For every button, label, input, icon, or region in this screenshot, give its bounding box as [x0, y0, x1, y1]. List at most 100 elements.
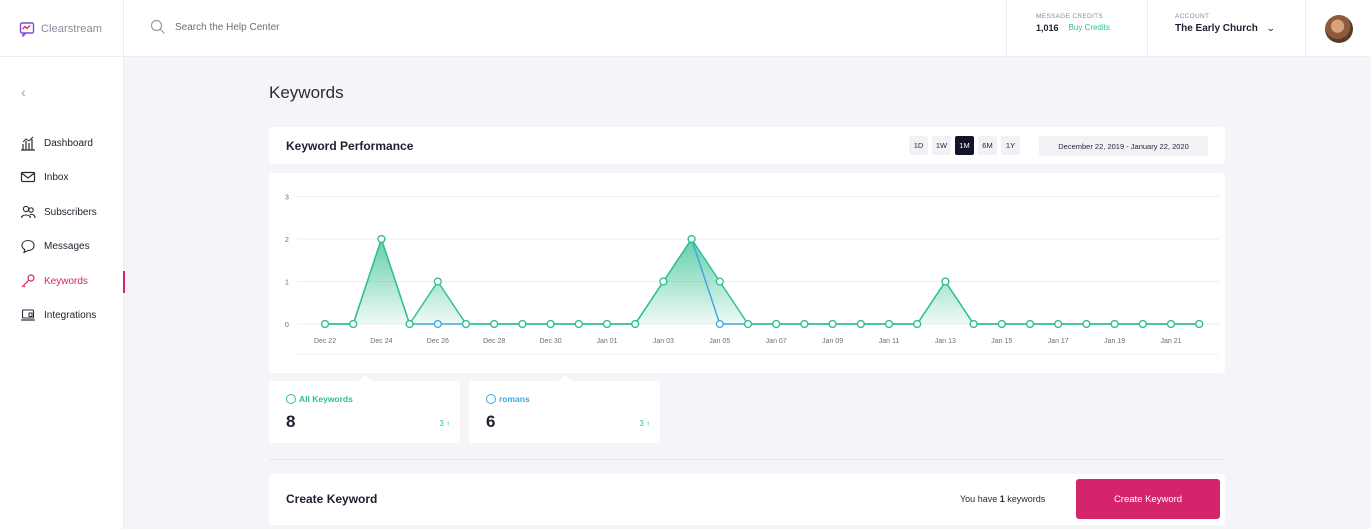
sidebar-item-inbox[interactable]: Inbox [20, 167, 124, 187]
data-point [743, 319, 753, 329]
buy-credits-link[interactable]: Buy Credits [1068, 23, 1110, 32]
data-point [433, 319, 442, 329]
x-tick-label: Jan 15 [991, 338, 1012, 345]
sidebar-item-label: Keywords [44, 275, 88, 287]
data-point [969, 319, 978, 329]
stat-label-text: All Keywords [299, 394, 353, 404]
range-1m-button[interactable]: 1M [955, 136, 974, 155]
data-point [1166, 319, 1176, 329]
key-icon [21, 274, 35, 288]
data-point [546, 319, 555, 329]
range-6m-button[interactable]: 6M [978, 136, 997, 155]
data-point [433, 277, 442, 286]
x-tick-label: Jan 11 [879, 338, 900, 345]
y-tick-label: 1 [285, 280, 289, 287]
range-1w-button[interactable]: 1W [932, 136, 951, 155]
data-point [715, 319, 724, 329]
legend-ring-icon [486, 394, 496, 404]
series-line [325, 236, 1200, 326]
logo-text: Clearstream [41, 22, 103, 35]
user-menu[interactable] [1305, 0, 1371, 57]
chevron-down-icon[interactable]: ⌄ [1265, 23, 1276, 33]
stat-change: 3 ↑ [639, 419, 650, 428]
envelope-icon [20, 171, 36, 183]
x-tick-label: Dec 26 [427, 338, 449, 345]
data-point [490, 319, 499, 329]
x-tick-label: Jan 01 [596, 338, 617, 345]
data-point [856, 319, 865, 329]
sidebar-item-keywords[interactable]: Keywords [20, 271, 125, 293]
account-switcher[interactable]: ACCOUNT The Early Church ⌄ [1147, 0, 1305, 57]
data-point [405, 319, 414, 329]
data-point [1138, 319, 1147, 329]
data-point [518, 319, 527, 329]
data-point [715, 277, 724, 286]
create-keyword-button[interactable]: Create Keyword [1076, 479, 1220, 519]
x-tick-label: Dec 28 [483, 338, 505, 345]
avatar[interactable] [1324, 14, 1353, 43]
data-point [1054, 319, 1063, 329]
x-tick-label: Jan 17 [1048, 338, 1069, 345]
range-selector: 1D 1W 1M 6M 1Y [909, 136, 1020, 155]
stat-label: All Keywords [286, 394, 353, 404]
data-point [828, 319, 837, 329]
sidebar-item-integrations[interactable]: Integrations [20, 305, 124, 325]
sidebar-item-dashboard[interactable]: Dashboard [20, 133, 124, 153]
x-tick-label: Dec 22 [314, 338, 336, 345]
data-point [687, 234, 696, 244]
account-name: The Early Church [1175, 23, 1258, 34]
data-point [913, 319, 922, 329]
data-point [461, 319, 471, 329]
card-pointer [359, 375, 371, 381]
data-point [772, 319, 781, 329]
chat-bubbles-icon [21, 239, 35, 254]
y-tick-label: 3 [285, 195, 289, 202]
section-title: Keyword Performance [286, 139, 414, 153]
credits-label: MESSAGE CREDITS [1036, 13, 1103, 20]
stat-value: 8 [286, 412, 296, 431]
keyword-performance-header: Keyword Performance 1D 1W 1M 6M 1Y Decem… [269, 127, 1225, 164]
search-bar[interactable]: Search the Help Center [150, 16, 280, 38]
x-tick-label: Jan 21 [1160, 338, 1181, 345]
data-point [1025, 319, 1035, 329]
logo[interactable]: Clearstream [0, 0, 124, 57]
stat-card-romans[interactable]: romans 6 3 ↑ [469, 375, 660, 443]
data-point [884, 319, 894, 329]
x-tick-label: Jan 13 [935, 338, 956, 345]
data-point [631, 319, 640, 329]
keyword-count: 1 [999, 494, 1005, 504]
data-point [1082, 319, 1091, 329]
message-credits: MESSAGE CREDITS 1,016 Buy Credits [1006, 0, 1147, 57]
y-tick-label: 0 [285, 322, 289, 329]
legend-ring-icon [286, 394, 296, 404]
chart-svg: 0 1 2 3 Dec 22 Dec 24 Dec 26 Dec 28 Dec 30 Jan 01… [285, 195, 1219, 355]
keyword-chart: 0 1 2 3 Dec 22 Dec 24 Dec 26 Dec 28 Dec 30 Jan 01… [269, 173, 1225, 373]
stat-label: romans [486, 394, 530, 404]
x-tick-label: Jan 09 [822, 338, 843, 345]
sidebar-item-label: Integrations [44, 309, 97, 321]
credits-value: 1,016 [1036, 23, 1059, 33]
stat-value: 6 [486, 412, 496, 431]
data-point [349, 319, 358, 329]
x-tick-label: Dec 24 [370, 338, 392, 345]
data-point [574, 319, 583, 329]
range-1y-button[interactable]: 1Y [1001, 136, 1020, 155]
keyword-count-suffix: keywords [1007, 494, 1046, 504]
sidebar-item-messages[interactable]: Messages [20, 236, 124, 256]
sidebar-item-label: Dashboard [44, 137, 93, 149]
sidebar-item-subscribers[interactable]: Subscribers [20, 202, 124, 222]
data-point [941, 277, 950, 286]
data-point [800, 319, 809, 329]
top-bar: Clearstream Search the Help Center MESSA… [0, 0, 1371, 57]
y-tick-label: 2 [285, 237, 289, 244]
keyword-count-prefix: You have [960, 494, 998, 504]
clearstream-logo-icon [19, 21, 35, 37]
laptop-icon [21, 309, 35, 321]
search-input[interactable]: Search the Help Center [175, 21, 280, 33]
date-range-picker[interactable]: December 22, 2019 - January 22, 2020 [1039, 136, 1208, 156]
sidebar-item-label: Messages [44, 240, 90, 252]
range-1d-button[interactable]: 1D [909, 136, 928, 155]
collapse-sidebar-icon[interactable]: ‹ [21, 84, 26, 100]
stat-card-all-keywords[interactable]: All Keywords 8 3 ↑ [269, 375, 460, 443]
bar-chart-icon [21, 136, 35, 151]
